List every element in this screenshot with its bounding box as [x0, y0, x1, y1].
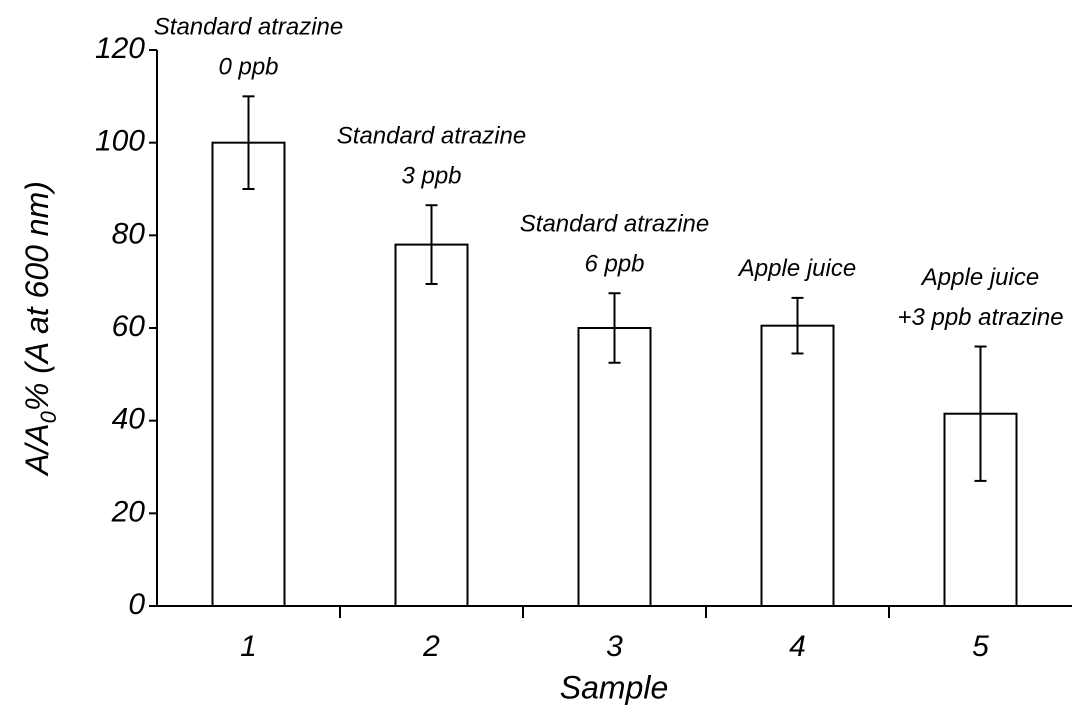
- y-tick-label: 80: [112, 217, 146, 250]
- y-axis-title-part: A/A: [19, 423, 55, 477]
- bar: [394, 243, 469, 607]
- bar: [760, 324, 835, 607]
- y-tick-label: 40: [112, 403, 146, 436]
- y-axis-title: A/A0% (A at 600 nm): [19, 181, 60, 477]
- y-tick-label: 20: [111, 495, 146, 528]
- y-tick-label: 100: [95, 125, 145, 158]
- annotation: 6 ppb: [584, 251, 644, 278]
- x-axis-title: Sample: [560, 669, 669, 705]
- y-tick-label: 120: [95, 32, 145, 65]
- x-tick-label: 1: [240, 630, 257, 663]
- x-tick-label: 3: [606, 630, 623, 663]
- x-tick-label: 2: [422, 630, 440, 663]
- annotation: Apple juice: [737, 255, 856, 282]
- annotation: Standard atrazine: [337, 123, 526, 150]
- annotation: Standard atrazine: [154, 14, 343, 41]
- y-tick-label: 0: [128, 588, 145, 621]
- y-axis-title-subscript: 0: [36, 410, 61, 423]
- y-axis-title-part: % (A at 600 nm): [19, 181, 55, 411]
- bar: [577, 327, 652, 607]
- annotation: Standard atrazine: [520, 211, 709, 238]
- annotation: +3 ppb atrazine: [897, 304, 1063, 331]
- x-tick-label: 4: [789, 630, 806, 663]
- y-tick-label: 60: [112, 310, 146, 343]
- x-tick-label: 5: [972, 630, 989, 663]
- bar: [211, 141, 286, 608]
- annotation: Apple juice: [920, 264, 1039, 291]
- annotation: 3 ppb: [401, 163, 461, 190]
- annotation: 0 ppb: [218, 54, 278, 81]
